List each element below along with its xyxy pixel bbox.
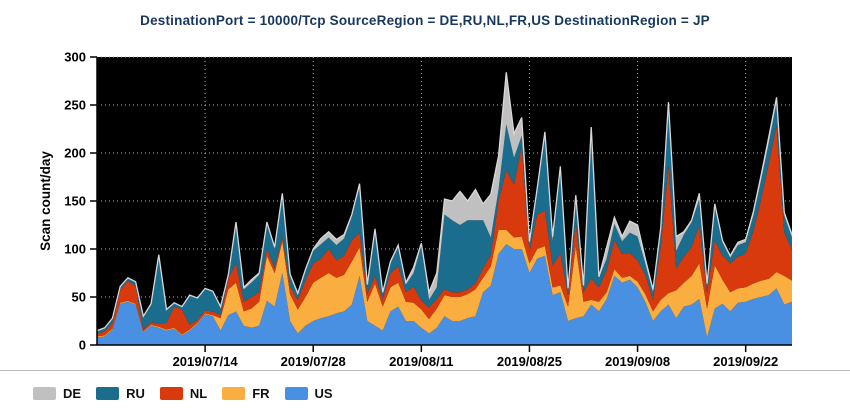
y-tick-label-100: 100 xyxy=(64,242,86,257)
legend-swatch-ru xyxy=(96,387,120,400)
legend-item-de: DE xyxy=(33,386,81,401)
y-tick-label-50: 50 xyxy=(72,290,86,305)
legend-label-ru: RU xyxy=(126,386,145,401)
legend-label-us: US xyxy=(314,386,333,401)
separator-line xyxy=(0,370,850,371)
legend-label-fr: FR xyxy=(252,386,270,401)
legend-swatch-nl xyxy=(159,387,183,400)
area-ru xyxy=(97,102,792,334)
y-tick-label-300: 300 xyxy=(64,50,86,65)
legend-swatch-us xyxy=(284,387,308,400)
y-tick-label-0: 0 xyxy=(79,338,86,353)
legend-item-nl: NL xyxy=(159,386,208,401)
stacked-area-chart: 0 50 100 150 200 250 300 2019/07/14 2019/07/28 20… xyxy=(38,50,793,369)
legend-label-de: DE xyxy=(63,386,82,401)
y-tick-label-250: 250 xyxy=(64,98,86,113)
legend-swatch-de xyxy=(33,387,56,400)
legend-item-us: US xyxy=(284,386,333,401)
legend-swatch-fr xyxy=(222,387,246,400)
x-tick-label-2019/08/11: 2019/08/11 xyxy=(389,354,453,369)
area-fr xyxy=(97,229,792,338)
x-tick-label-2019/09/08: 2019/09/08 xyxy=(605,354,670,369)
y-axis-title: Scan count/day xyxy=(38,151,53,251)
y-tick-label-200: 200 xyxy=(64,146,86,161)
area-us xyxy=(97,244,792,345)
y-tick-label-150: 150 xyxy=(64,194,86,209)
x-tick-label-2019/07/28: 2019/07/28 xyxy=(281,354,346,369)
chart-title: DestinationPort = 10000/Tcp SourceRegion… xyxy=(140,13,710,28)
legend-item-fr: FR xyxy=(222,386,270,401)
x-tick-label-2019/07/14: 2019/07/14 xyxy=(173,354,239,369)
x-tick-label-2019/09/22: 2019/09/22 xyxy=(713,354,778,369)
legend-label-nl: NL xyxy=(189,386,208,401)
x-tick-label-2019/08/25: 2019/08/25 xyxy=(497,354,562,369)
chart-legend: DE RU NL FR US xyxy=(33,386,348,401)
stack-total-line xyxy=(96,72,793,332)
legend-item-ru: RU xyxy=(96,386,145,401)
area-nl xyxy=(97,125,792,337)
